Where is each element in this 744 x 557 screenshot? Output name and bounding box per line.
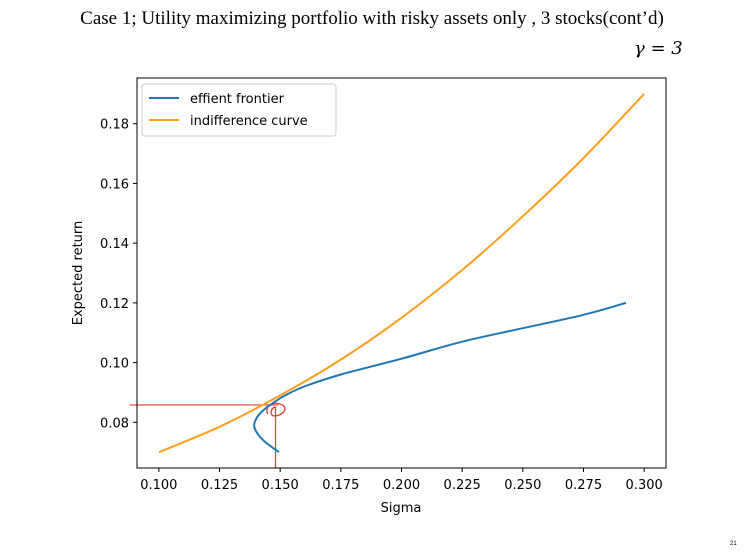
x-tick-label: 0.125 [201, 478, 238, 493]
series-layer [158, 93, 645, 454]
gamma-label: γ = 3 [634, 38, 683, 59]
legend-label-effient-frontier: effient frontier [190, 92, 285, 107]
x-tick-label: 0.225 [444, 478, 481, 493]
page-number: 21 [730, 541, 737, 547]
series-line-effient-frontier [253, 301, 627, 454]
legend-box [141, 83, 337, 137]
y-axis: 0.08 0.10 0.12 0.14 0.16 0.18 [100, 118, 137, 431]
x-tick-label: 0.175 [322, 478, 359, 493]
y-tick-label: 0.08 [100, 416, 129, 431]
x-tick-label: 0.100 [140, 478, 177, 493]
y-tick-label: 0.14 [100, 237, 129, 252]
y-tick-label: 0.18 [100, 118, 129, 133]
series-line-indifference-curve [158, 93, 645, 454]
legend: effient frontier indifference curve [141, 83, 337, 137]
x-axis: 0.100 0.125 0.150 0.175 0.200 0.225 0.250 0.275… [140, 468, 663, 493]
y-axis-label: Expected return [71, 221, 86, 326]
x-tick-label: 0.275 [565, 478, 602, 493]
y-tick-label: 0.16 [100, 177, 129, 192]
y-tick-label: 0.10 [100, 357, 129, 372]
y-tick-label: 0.12 [100, 297, 129, 312]
legend-label-indifference-curve: indifference curve [190, 114, 308, 129]
slide-title: Case 1; Utility maximizing portfolio wit… [80, 8, 664, 29]
x-tick-label: 0.250 [504, 478, 541, 493]
x-tick-label: 0.300 [626, 478, 663, 493]
x-axis-label: Sigma [381, 501, 422, 516]
x-tick-label: 0.150 [262, 478, 299, 493]
x-tick-label: 0.200 [383, 478, 420, 493]
